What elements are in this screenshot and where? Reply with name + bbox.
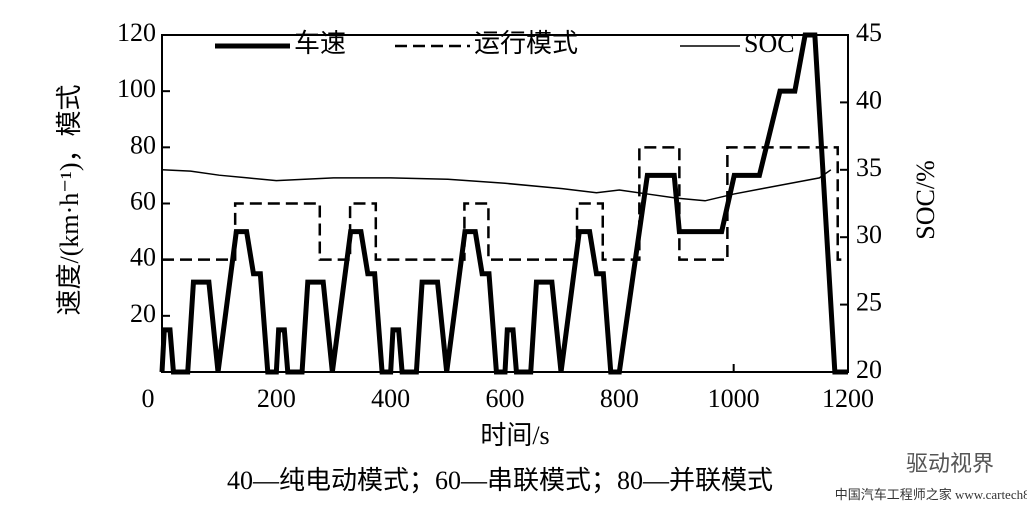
y-tick-label: 80 <box>130 130 156 159</box>
x-tick-label: 600 <box>486 384 525 413</box>
y2-axis-label: SOC/% <box>911 160 940 239</box>
y-tick-label: 120 <box>117 18 156 47</box>
y-axis-label: 速度/(km·h⁻¹)，模式 <box>55 85 84 316</box>
series-line <box>162 146 848 261</box>
legend-label: SOC <box>744 29 795 58</box>
caption: 40—纯电动模式；60—串联模式；80—并联模式 <box>227 466 773 495</box>
x-tick-label: 0 <box>142 384 155 413</box>
x-tick-label: 400 <box>371 384 410 413</box>
x-tick-label: 1200 <box>822 384 874 413</box>
y2-tick-label: 30 <box>856 220 882 249</box>
watermark: 驱动视界 <box>906 451 994 476</box>
y2-tick-label: 35 <box>856 153 882 182</box>
y2-tick-label: 25 <box>856 288 882 317</box>
y2-tick-label: 20 <box>856 355 882 384</box>
y2-tick-label: 45 <box>856 18 882 47</box>
y-tick-label: 40 <box>130 243 156 272</box>
y-tick-label: 100 <box>117 74 156 103</box>
watermark-url: 中国汽车工程师之家 www.cartech8.com <box>835 487 1027 502</box>
x-tick-label: 200 <box>257 384 296 413</box>
x-tick-label: 1000 <box>708 384 760 413</box>
x-axis-label: 时间/s <box>480 421 549 450</box>
y2-tick-label: 40 <box>856 85 882 114</box>
series-line <box>159 32 848 375</box>
x-tick-label: 800 <box>600 384 639 413</box>
series-line <box>161 169 832 202</box>
legend-label: 运行模式 <box>474 29 578 58</box>
y-tick-label: 20 <box>130 299 156 328</box>
y-tick-label: 60 <box>130 186 156 215</box>
legend-label: 车速 <box>294 29 346 58</box>
